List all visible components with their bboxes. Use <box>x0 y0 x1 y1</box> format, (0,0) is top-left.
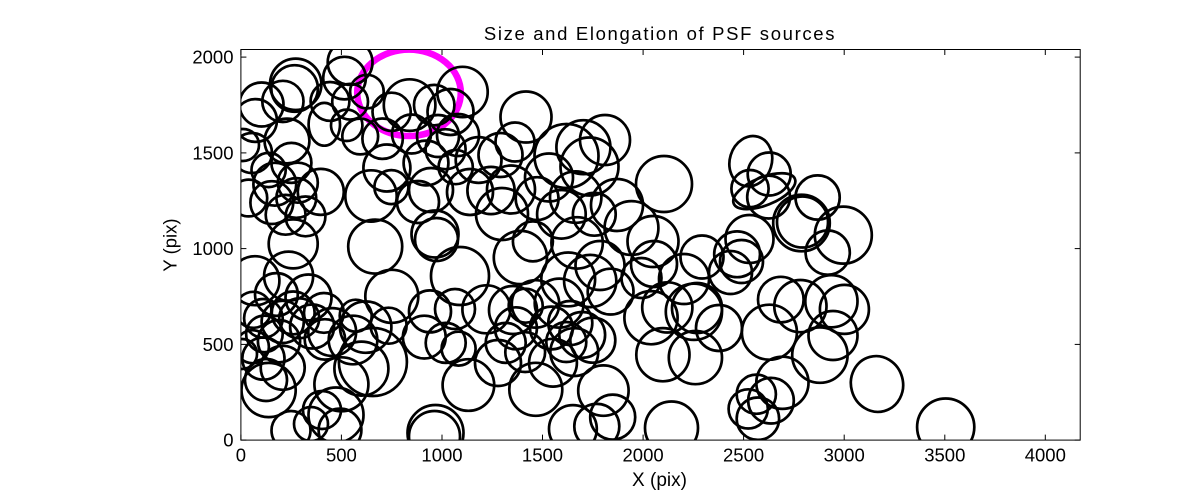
svg-text:X (pix): X (pix) <box>632 470 687 490</box>
svg-text:500: 500 <box>203 334 234 355</box>
svg-text:1000: 1000 <box>192 238 233 259</box>
svg-text:2500: 2500 <box>723 445 764 466</box>
svg-text:3000: 3000 <box>824 445 865 466</box>
svg-text:1500: 1500 <box>192 143 233 164</box>
svg-text:2000: 2000 <box>192 47 233 68</box>
svg-text:Size and Elongation of PSF sou: Size and Elongation of PSF sources <box>484 23 836 44</box>
svg-text:Y (pix): Y (pix) <box>160 218 181 271</box>
svg-text:1000: 1000 <box>421 445 462 466</box>
svg-text:500: 500 <box>326 445 357 466</box>
svg-text:1500: 1500 <box>522 445 563 466</box>
svg-text:0: 0 <box>236 445 246 466</box>
svg-text:2000: 2000 <box>623 445 664 466</box>
svg-text:4000: 4000 <box>1025 445 1066 466</box>
svg-text:3500: 3500 <box>924 445 965 466</box>
svg-text:0: 0 <box>223 430 233 451</box>
